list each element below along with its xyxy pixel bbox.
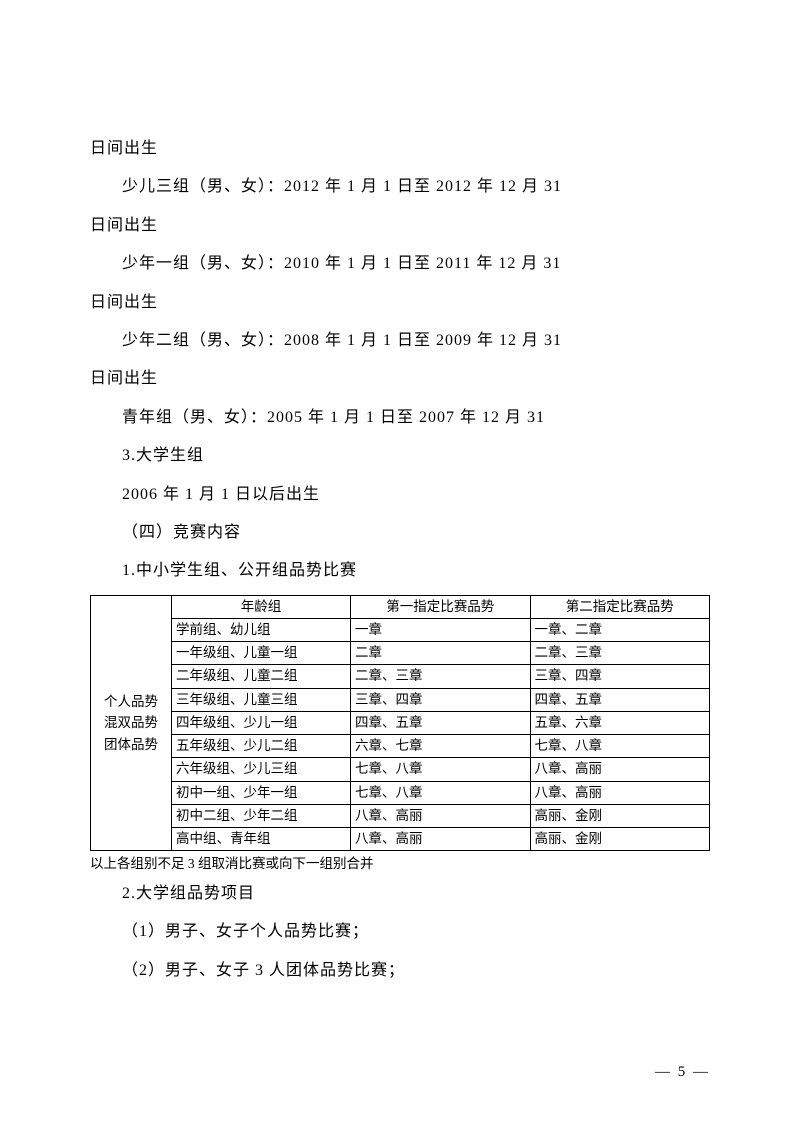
table-cell: 七章、八章 (351, 758, 531, 781)
table-cell: 三年级组、儿童三组 (172, 688, 351, 711)
table-cell: 六章、七章 (351, 735, 531, 758)
table-row: 四年级组、少儿一组 四章、五章 五章、六章 (91, 711, 710, 734)
para-line: （2）男子、女子 3 人团体品势比赛； (90, 952, 710, 990)
para-line: 日间出生 (90, 207, 710, 245)
table-cell: 学前组、幼儿组 (172, 618, 351, 641)
table-cell: 高丽、金刚 (530, 804, 710, 827)
table-cell: 四章、五章 (530, 688, 710, 711)
para-line: 3.大学生组 (90, 437, 710, 475)
para-line: 2.大学组品势项目 (90, 875, 710, 913)
table-row: 五年级组、少儿二组 六章、七章 七章、八章 (91, 735, 710, 758)
table-cell: 高丽、金刚 (530, 828, 710, 851)
document-page: 日间出生 少儿三组（男、女）：2012 年 1 月 1 日至 2012 年 12… (0, 0, 800, 1131)
table-cell: 七章、八章 (530, 735, 710, 758)
table-rowhead: 个人品势 混双品势 团体品势 (91, 595, 172, 851)
table-cell: 六年级组、少儿三组 (172, 758, 351, 781)
table-row: 三年级组、儿童三组 三章、四章 四章、五章 (91, 688, 710, 711)
table-cell: 七章、八章 (351, 781, 531, 804)
table-cell: 二章 (351, 642, 531, 665)
para-line: （1）男子、女子个人品势比赛； (90, 913, 710, 951)
table-cell: 五章、六章 (530, 711, 710, 734)
table-cell: 八章、高丽 (351, 804, 531, 827)
table-col-header: 年龄组 (172, 595, 351, 618)
table-row: 初中一组、少年一组 七章、八章 八章、高丽 (91, 781, 710, 804)
para-line: 2006 年 1 月 1 日以后出生 (90, 476, 710, 514)
body-paragraphs: 日间出生 少儿三组（男、女）：2012 年 1 月 1 日至 2012 年 12… (90, 130, 710, 591)
table-cell: 高中组、青年组 (172, 828, 351, 851)
para-line: 青年组（男、女）：2005 年 1 月 1 日至 2007 年 12 月 31 (90, 399, 710, 437)
table-cell: 初中一组、少年一组 (172, 781, 351, 804)
poomsae-table: 个人品势 混双品势 团体品势 年龄组 第一指定比赛品势 第二指定比赛品势 学前组… (90, 595, 710, 852)
table-col-header: 第一指定比赛品势 (351, 595, 531, 618)
table-cell: 八章、高丽 (530, 758, 710, 781)
table-cell: 初中二组、少年二组 (172, 804, 351, 827)
table-row: 二年级组、儿童二组 二章、三章 三章、四章 (91, 665, 710, 688)
table-row: 六年级组、少儿三组 七章、八章 八章、高丽 (91, 758, 710, 781)
table-cell: 三章、四章 (530, 665, 710, 688)
table-note: 以上各组别不足 3 组取消比赛或向下一组别合并 (90, 853, 710, 875)
table-cell: 四年级组、少儿一组 (172, 711, 351, 734)
para-line: 少儿三组（男、女）：2012 年 1 月 1 日至 2012 年 12 月 31 (90, 168, 710, 206)
table-cell: 一章、二章 (530, 618, 710, 641)
table-cell: 二章、三章 (530, 642, 710, 665)
para-line: 日间出生 (90, 360, 710, 398)
table-cell: 五年级组、少儿二组 (172, 735, 351, 758)
para-line: 日间出生 (90, 130, 710, 168)
para-line: （四）竞赛内容 (90, 514, 710, 552)
table-row: 一年级组、儿童一组 二章 二章、三章 (91, 642, 710, 665)
table-header-row: 个人品势 混双品势 团体品势 年龄组 第一指定比赛品势 第二指定比赛品势 (91, 595, 710, 618)
table-cell: 三章、四章 (351, 688, 531, 711)
table-cell: 二章、三章 (351, 665, 531, 688)
page-number: — 5 — (655, 1064, 710, 1081)
table-cell: 一年级组、儿童一组 (172, 642, 351, 665)
table-col-header: 第二指定比赛品势 (530, 595, 710, 618)
after-table-paragraphs: 2.大学组品势项目 （1）男子、女子个人品势比赛； （2）男子、女子 3 人团体… (90, 875, 710, 990)
para-line: 少年二组（男、女）：2008 年 1 月 1 日至 2009 年 12 月 31 (90, 322, 710, 360)
table-row: 学前组、幼儿组 一章 一章、二章 (91, 618, 710, 641)
table-cell: 八章、高丽 (530, 781, 710, 804)
table-row: 初中二组、少年二组 八章、高丽 高丽、金刚 (91, 804, 710, 827)
para-line: 少年一组（男、女）：2010 年 1 月 1 日至 2011 年 12 月 31 (90, 245, 710, 283)
table-cell: 二年级组、儿童二组 (172, 665, 351, 688)
para-line: 1.中小学生组、公开组品势比赛 (90, 552, 710, 590)
table-row: 高中组、青年组 八章、高丽 高丽、金刚 (91, 828, 710, 851)
table-cell: 一章 (351, 618, 531, 641)
table-cell: 四章、五章 (351, 711, 531, 734)
table-cell: 八章、高丽 (351, 828, 531, 851)
para-line: 日间出生 (90, 284, 710, 322)
